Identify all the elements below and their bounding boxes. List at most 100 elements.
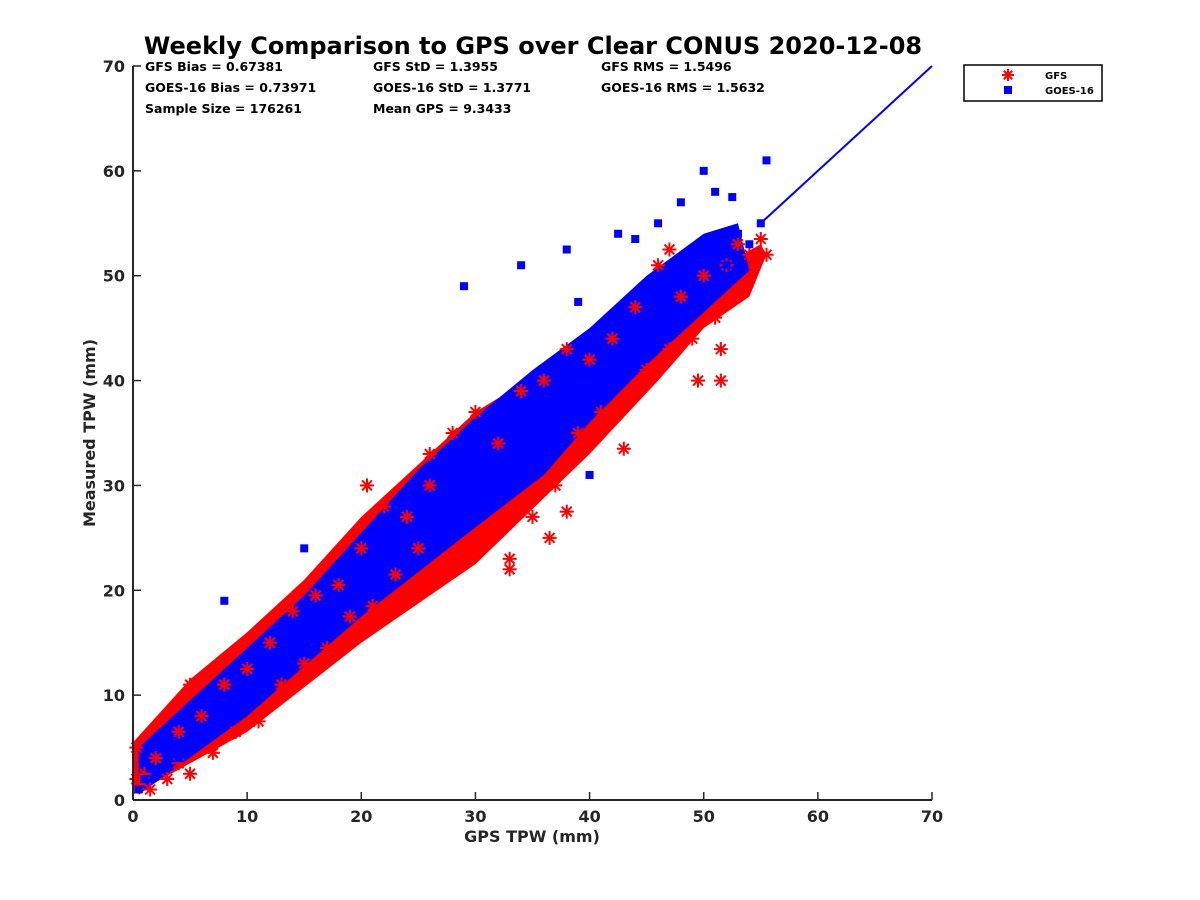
goes16-point xyxy=(220,712,229,721)
goes16-point xyxy=(722,261,731,270)
gfs-point xyxy=(331,578,346,593)
gfs-point xyxy=(696,268,711,283)
goes16-point xyxy=(517,261,526,270)
gfs-point xyxy=(320,640,335,655)
legend-goes16-label: GOES-16 xyxy=(1045,86,1094,97)
legend-goes16-marker xyxy=(1004,86,1012,94)
goes16-point xyxy=(676,198,685,207)
gfs-point xyxy=(194,709,209,724)
x-tick-label: 30 xyxy=(464,807,486,826)
gfs-point xyxy=(571,426,586,440)
goes16-point xyxy=(585,470,594,479)
goes16-point xyxy=(585,387,594,396)
chart-title: Weekly Comparison to GPS over Clear CONU… xyxy=(144,32,922,60)
gfs-point xyxy=(457,541,472,556)
stat-gfs-std: GFS StD = 1.3955 xyxy=(373,59,498,74)
goes16-point xyxy=(688,271,697,280)
gfs-point xyxy=(183,766,198,781)
goes16-point xyxy=(277,649,286,658)
goes16-point xyxy=(482,460,491,469)
goes16-point xyxy=(380,575,389,584)
gfs-point xyxy=(377,499,392,514)
goes16-point xyxy=(528,418,537,427)
stat-mean-gps: Mean GPS = 9.3433 xyxy=(373,101,511,116)
gfs-point xyxy=(759,247,774,262)
gfs-point xyxy=(422,478,437,493)
gfs-point xyxy=(685,331,700,346)
goes16-point xyxy=(140,775,149,784)
goes16-point xyxy=(460,282,469,291)
goes16-point xyxy=(654,324,663,333)
gfs-point xyxy=(342,609,357,624)
legend: GFS GOES-16 xyxy=(963,64,1103,102)
gfs-point xyxy=(753,232,768,247)
gfs-point xyxy=(399,509,414,524)
gfs-point xyxy=(628,300,643,315)
goes16-point xyxy=(300,628,309,637)
goes16-point xyxy=(539,429,548,437)
goes16-point xyxy=(505,439,514,448)
goes16-point xyxy=(574,376,583,385)
goes16-point xyxy=(654,219,663,228)
gfs-point xyxy=(359,478,374,493)
gfs-point xyxy=(662,242,677,257)
goes16-point xyxy=(300,544,309,553)
y-tick-label: 10 xyxy=(103,686,125,705)
goes16-point xyxy=(151,769,160,778)
goes16-point xyxy=(665,292,674,301)
gfs-point xyxy=(730,237,745,252)
gfs-point xyxy=(251,714,266,729)
x-tick-label: 70 xyxy=(921,807,943,826)
gfs-point xyxy=(468,405,483,420)
goes16-point xyxy=(163,754,172,763)
reference-line-group xyxy=(760,65,933,225)
goes16-point xyxy=(574,297,583,306)
goes16-series xyxy=(134,156,771,794)
goes16-point xyxy=(762,156,771,165)
goes16-point xyxy=(391,544,400,553)
y-tick-label: 30 xyxy=(103,476,125,495)
axes: 0 10 20 30 40 50 60 70 0 10 20 30 40 50 60 70 xyxy=(103,57,943,826)
goes16-point xyxy=(676,313,685,322)
gfs-point xyxy=(673,289,688,304)
y-tick-label: 20 xyxy=(103,581,125,600)
gfs-point xyxy=(148,751,163,766)
gfs-point xyxy=(422,446,437,461)
goes16-point xyxy=(208,712,217,721)
stat-goes-bias: GOES-16 Bias = 0.73971 xyxy=(145,80,316,95)
goes16-point xyxy=(254,670,263,679)
gfs-point xyxy=(388,567,403,582)
legend-box xyxy=(963,64,1103,102)
stat-goes-rms: GOES-16 RMS = 1.5632 xyxy=(601,80,765,95)
goes16-point xyxy=(134,785,143,794)
gfs-point xyxy=(514,384,529,399)
gfs-point xyxy=(742,247,757,262)
gfs-point xyxy=(297,656,312,671)
gfs-point xyxy=(616,441,631,456)
gfs-point xyxy=(205,745,220,760)
reference-line xyxy=(760,65,933,225)
goes16-point xyxy=(425,533,434,542)
goes16-point xyxy=(551,397,560,406)
goes16-point xyxy=(174,754,183,763)
gfs-point xyxy=(525,509,540,524)
gfs-point xyxy=(183,677,198,692)
goes16-point xyxy=(402,554,411,563)
goes16-point xyxy=(311,638,320,647)
y-tick-label: 40 xyxy=(103,372,125,391)
goes16-point xyxy=(631,345,640,354)
gfs-point xyxy=(559,342,574,357)
gfs-point xyxy=(262,635,277,650)
goes16-point xyxy=(562,408,571,417)
x-tick-label: 20 xyxy=(350,807,372,826)
legend-gfs-asterisk xyxy=(1002,69,1014,81)
goes16-point xyxy=(357,596,366,605)
goes16-point xyxy=(288,659,297,668)
gfs-point xyxy=(548,478,563,493)
gfs-point xyxy=(354,541,369,556)
goes16-point xyxy=(265,675,274,684)
goes16-point xyxy=(231,691,240,700)
gfs-point xyxy=(308,588,323,603)
gfs-point xyxy=(713,373,728,388)
goes16-point xyxy=(146,764,155,773)
